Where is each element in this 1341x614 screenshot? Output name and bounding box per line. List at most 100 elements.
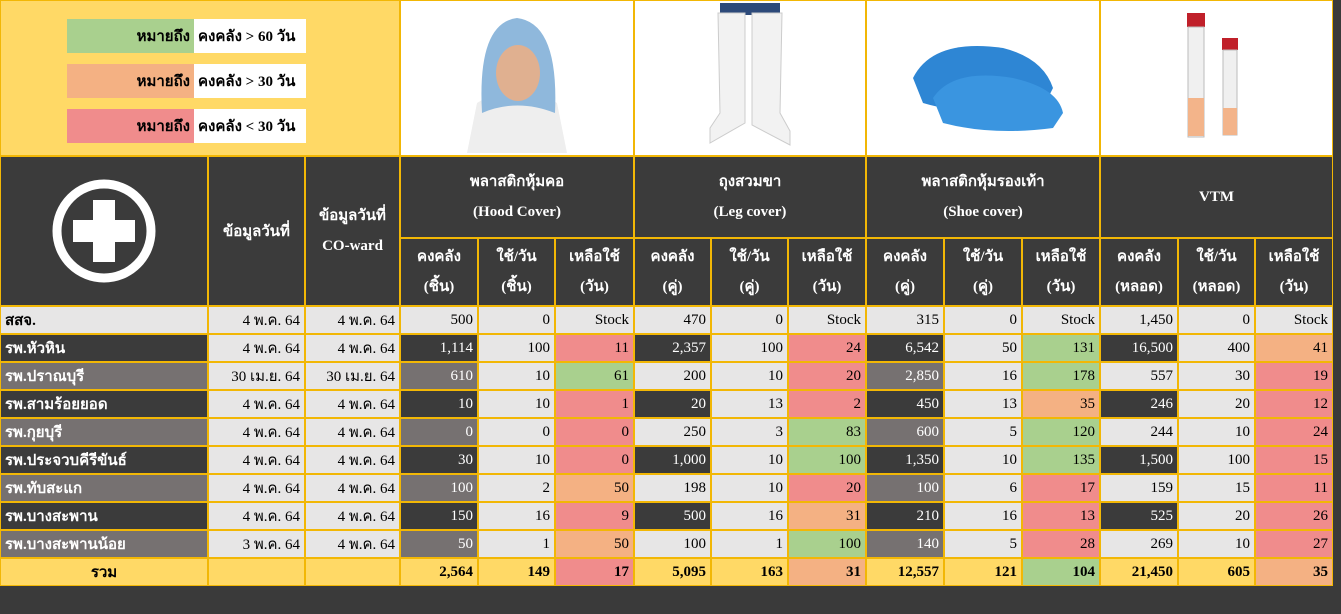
row-name: รพ.บางสะพาน bbox=[0, 502, 208, 530]
daily-use-text: 20 bbox=[1235, 396, 1250, 413]
column-header-text: (วัน) bbox=[580, 272, 609, 302]
daily-use: 0 bbox=[478, 306, 555, 334]
remaining-days: 0 bbox=[555, 446, 634, 474]
remaining-days: 135 bbox=[1022, 446, 1100, 474]
remaining-days-text: 11 bbox=[615, 340, 629, 357]
column-header-text: (วัน) bbox=[1280, 272, 1309, 302]
stock-text: 470 bbox=[684, 312, 707, 329]
remaining-days-text: 50 bbox=[614, 480, 629, 497]
row-co-ward-date-text: 4 พ.ค. 64 bbox=[338, 532, 395, 556]
stock: 0 bbox=[400, 418, 478, 446]
daily-use-text: 0 bbox=[776, 312, 784, 329]
remaining-days-text: Stock bbox=[1294, 312, 1328, 329]
daily-use: 16 bbox=[944, 502, 1022, 530]
stock: 244 bbox=[1100, 418, 1178, 446]
stock-text: 0 bbox=[466, 424, 474, 441]
stock-text: 557 bbox=[1151, 368, 1174, 385]
remaining-days-text: 20 bbox=[846, 480, 861, 497]
total-name: รวม bbox=[0, 558, 208, 586]
stock-text: 450 bbox=[917, 396, 940, 413]
row-date: 4 พ.ค. 64 bbox=[208, 390, 305, 418]
stock-table: หมายถึงคงคลัง > 60 วันหมายถึงคงคลัง > 30… bbox=[0, 0, 1333, 614]
row-name-text: รพ.กุยบุรี bbox=[5, 420, 62, 444]
total-value-text: 2,564 bbox=[439, 564, 473, 581]
remaining-days-text: 2 bbox=[854, 396, 862, 413]
total-value: 163 bbox=[711, 558, 788, 586]
row-co-ward-date-text: 4 พ.ค. 64 bbox=[338, 448, 395, 472]
remaining-days: 20 bbox=[788, 474, 866, 502]
shoe-image bbox=[866, 0, 1100, 156]
daily-use-text: 0 bbox=[1010, 312, 1018, 329]
remaining-days: 11 bbox=[555, 334, 634, 362]
legend-text: คงคลัง < 30 วัน bbox=[194, 109, 306, 143]
remaining-days-text: 135 bbox=[1073, 452, 1096, 469]
remaining-days: 17 bbox=[1022, 474, 1100, 502]
stock: 10 bbox=[400, 390, 478, 418]
row-name-text: รพ.ทับสะแก bbox=[5, 476, 82, 500]
stock: 1,450 bbox=[1100, 306, 1178, 334]
column-header-text: (ชิ้น) bbox=[501, 272, 531, 302]
remaining-days: Stock bbox=[555, 306, 634, 334]
stock: 1,350 bbox=[866, 446, 944, 474]
daily-use: 100 bbox=[478, 334, 555, 362]
daily-use: 0 bbox=[944, 306, 1022, 334]
daily-use-text: 100 bbox=[761, 340, 784, 357]
row-date-text: 4 พ.ค. 64 bbox=[243, 476, 300, 500]
remaining-days: Stock bbox=[1255, 306, 1333, 334]
daily-use-text: 16 bbox=[768, 508, 783, 525]
daily-use-text: 13 bbox=[768, 396, 783, 413]
remaining-days-text: 13 bbox=[1080, 508, 1095, 525]
remaining-days: 12 bbox=[1255, 390, 1333, 418]
daily-use-text: 10 bbox=[768, 368, 783, 385]
legend-cell: หมายถึงคงคลัง > 60 วันหมายถึงคงคลัง > 30… bbox=[0, 0, 400, 156]
row-co-ward-date: 4 พ.ค. 64 bbox=[305, 446, 400, 474]
hood-picture bbox=[437, 3, 597, 153]
row-co-ward-date-text: 4 พ.ค. 64 bbox=[338, 504, 395, 528]
daily-use-text: 10 bbox=[1002, 452, 1017, 469]
row-date-text: 4 พ.ค. 64 bbox=[243, 308, 300, 332]
remaining-days-text: 131 bbox=[1073, 340, 1096, 357]
stock-text: 50 bbox=[458, 536, 473, 553]
remaining-days: 131 bbox=[1022, 334, 1100, 362]
remaining-days: 27 bbox=[1255, 530, 1333, 558]
stock-text: 610 bbox=[451, 368, 474, 385]
remaining-days: 9 bbox=[555, 502, 634, 530]
group-header: VTM bbox=[1100, 156, 1333, 238]
co-ward-header-text: ข้อมูลวันที่ bbox=[319, 201, 386, 231]
hood-image bbox=[400, 0, 634, 156]
row-name-text: รพ.ปราณบุรี bbox=[5, 364, 84, 388]
remaining-days-text: 61 bbox=[614, 368, 629, 385]
daily-use: 50 bbox=[944, 334, 1022, 362]
column-header: คงคลัง(คู่) bbox=[866, 238, 944, 306]
daily-use: 16 bbox=[944, 362, 1022, 390]
remaining-days: 100 bbox=[788, 530, 866, 558]
total-value-text: 21,450 bbox=[1132, 564, 1173, 581]
total-value: 17 bbox=[555, 558, 634, 586]
remaining-days-text: 0 bbox=[622, 452, 630, 469]
column-header-text: (หลอด) bbox=[1193, 272, 1241, 302]
row-name-text: สสจ. bbox=[5, 308, 36, 332]
stock-text: 315 bbox=[917, 312, 940, 329]
stock: 100 bbox=[400, 474, 478, 502]
row-date: 4 พ.ค. 64 bbox=[208, 474, 305, 502]
daily-use-text: 13 bbox=[1002, 396, 1017, 413]
remaining-days-text: Stock bbox=[827, 312, 861, 329]
daily-use-text: 10 bbox=[535, 396, 550, 413]
daily-use-text: 15 bbox=[1235, 480, 1250, 497]
column-header-text: ใช้/วัน bbox=[963, 242, 1003, 272]
legend-text-text: คงคลัง < 30 วัน bbox=[198, 114, 295, 138]
remaining-days-text: 15 bbox=[1313, 452, 1328, 469]
total-value: 2,564 bbox=[400, 558, 478, 586]
remaining-days: 120 bbox=[1022, 418, 1100, 446]
remaining-days: 26 bbox=[1255, 502, 1333, 530]
row-co-ward-date-text: 4 พ.ค. 64 bbox=[338, 308, 395, 332]
stock-text: 159 bbox=[1151, 480, 1174, 497]
remaining-days: 100 bbox=[788, 446, 866, 474]
remaining-days-text: 83 bbox=[846, 424, 861, 441]
column-header-text: (วัน) bbox=[1047, 272, 1076, 302]
daily-use-text: 5 bbox=[1010, 536, 1018, 553]
column-header: เหลือใช้(วัน) bbox=[788, 238, 866, 306]
daily-use: 10 bbox=[711, 474, 788, 502]
stock-text: 198 bbox=[684, 480, 707, 497]
stock-text: 100 bbox=[684, 536, 707, 553]
